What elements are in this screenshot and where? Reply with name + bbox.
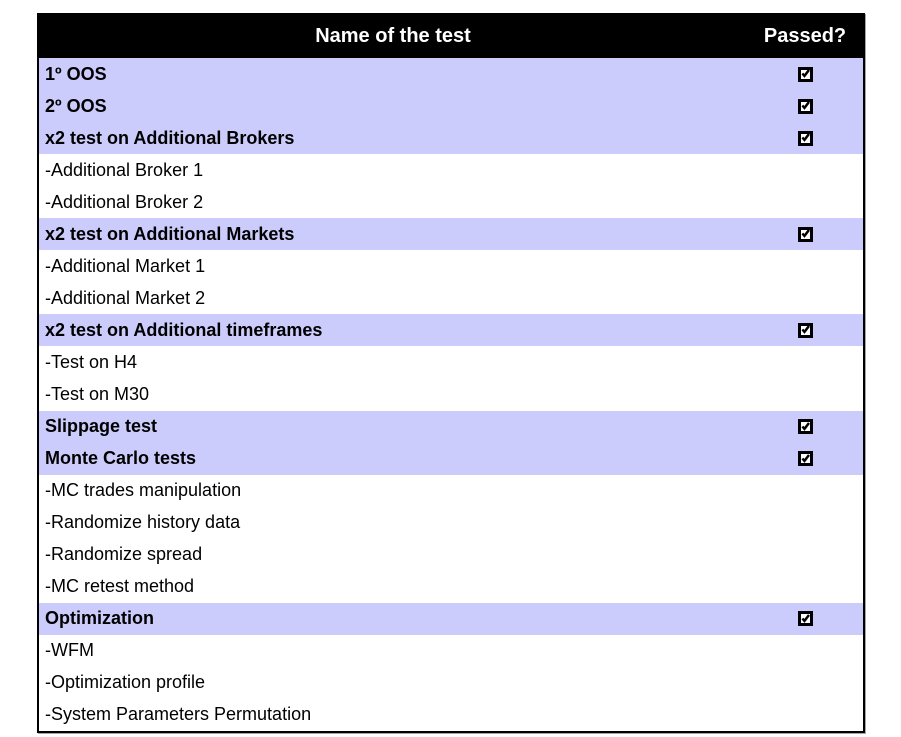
check-icon <box>800 325 810 335</box>
table-row: -Test on H4 <box>39 346 863 379</box>
test-name-label: -MC retest method <box>45 576 195 597</box>
passed-checkbox-checked[interactable] <box>797 66 813 82</box>
test-checklist-table: Name of the test Passed? 1º OOS 2º OOS x2 … <box>37 13 865 733</box>
passed-checkbox-checked[interactable] <box>797 130 813 146</box>
check-icon <box>800 229 810 239</box>
passed-cell <box>747 411 863 443</box>
passed-checkbox-checked[interactable] <box>797 226 813 242</box>
passed-cell <box>747 58 863 90</box>
passed-cell <box>747 346 863 378</box>
table-row: -MC retest method <box>39 570 863 603</box>
table-row: x2 test on Additional timeframes <box>39 314 863 347</box>
table-row: -MC trades manipulation <box>39 474 863 507</box>
passed-checkbox-checked[interactable] <box>797 611 813 627</box>
test-name-label: Slippage test <box>45 416 158 437</box>
table-row: Optimization <box>39 602 863 635</box>
table-row: x2 test on Additional Markets <box>39 218 863 251</box>
table-body: 1º OOS 2º OOS x2 test on Additional Broker… <box>39 58 863 731</box>
passed-cell <box>747 314 863 346</box>
table-row: Monte Carlo tests <box>39 442 863 475</box>
header-name-of-the-test: Name of the test <box>315 25 471 47</box>
passed-cell <box>747 122 863 154</box>
test-name-label: -Additional Market 2 <box>45 287 206 308</box>
passed-cell <box>747 507 863 539</box>
passed-checkbox-checked[interactable] <box>797 451 813 467</box>
test-name-label: x2 test on Additional timeframes <box>45 319 323 340</box>
passed-cell <box>747 218 863 250</box>
check-icon <box>800 101 810 110</box>
test-name-label: Monte Carlo tests <box>45 448 197 469</box>
test-name-label: -Additional Market 1 <box>45 255 206 276</box>
passed-cell <box>747 378 863 410</box>
test-name-label: -Optimization profile <box>45 672 206 693</box>
check-icon <box>800 614 810 623</box>
passed-cell <box>747 475 863 507</box>
table-row: -Additional Market 1 <box>39 250 863 283</box>
table-row: 2º OOS <box>39 90 863 123</box>
table-header-row: Name of the test Passed? <box>39 15 863 58</box>
passed-checkbox-checked[interactable] <box>797 419 813 435</box>
passed-cell <box>747 539 863 571</box>
table-row: -Optimization profile <box>39 666 863 699</box>
table-row: -Randomize spread <box>39 538 863 571</box>
check-icon <box>800 421 810 431</box>
test-name-label: -Additional Broker 1 <box>45 159 204 180</box>
test-name-label: -MC trades manipulation <box>45 480 242 501</box>
test-name-label: -Randomize spread <box>45 544 203 565</box>
passed-cell <box>747 443 863 475</box>
test-name-label: 2º OOS <box>45 95 107 116</box>
table-row: -System Parameters Permutation <box>39 698 863 731</box>
table-row: -Test on M30 <box>39 378 863 411</box>
test-name-label: -Test on H4 <box>45 351 138 372</box>
table-row: -Additional Broker 1 <box>39 154 863 187</box>
test-name-label: -Additional Broker 2 <box>45 191 204 212</box>
passed-checkbox-checked[interactable] <box>797 98 813 114</box>
passed-cell <box>747 571 863 603</box>
test-name-label: x2 test on Additional Markets <box>45 223 295 244</box>
test-name-label: -Test on M30 <box>45 383 150 404</box>
table-row: -Additional Broker 2 <box>39 186 863 219</box>
test-name-label: -Randomize history data <box>45 512 241 533</box>
test-name-label: x2 test on Additional Brokers <box>45 127 295 148</box>
table-row: -WFM <box>39 634 863 667</box>
passed-cell <box>747 667 863 699</box>
table-row: 1º OOS <box>39 58 863 91</box>
test-name-label: -WFM <box>45 640 94 661</box>
test-name-label: 1º OOS <box>45 63 107 84</box>
passed-checkbox-checked[interactable] <box>797 322 813 338</box>
test-name-label: -System Parameters Permutation <box>45 704 312 725</box>
passed-cell <box>747 699 863 731</box>
table-row: -Additional Market 2 <box>39 282 863 315</box>
passed-cell <box>747 635 863 667</box>
test-name-label: Optimization <box>45 608 154 629</box>
table-row: -Randomize history data <box>39 506 863 539</box>
check-icon <box>800 133 810 143</box>
check-icon <box>800 453 810 463</box>
table-row: x2 test on Additional Brokers <box>39 122 863 155</box>
table-row: Slippage test <box>39 410 863 443</box>
header-passed: Passed? <box>763 25 847 47</box>
passed-cell <box>747 154 863 186</box>
check-icon <box>800 69 810 78</box>
passed-cell <box>747 90 863 122</box>
passed-cell <box>747 603 863 635</box>
passed-cell <box>747 186 863 218</box>
passed-cell <box>747 282 863 314</box>
passed-cell <box>747 250 863 282</box>
